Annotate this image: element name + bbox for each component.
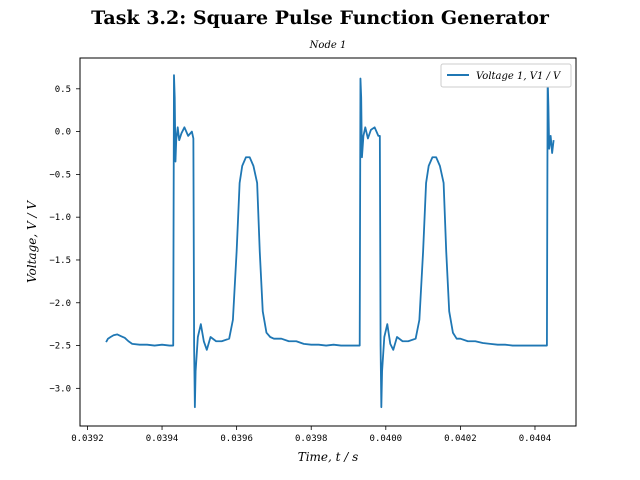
legend-box [440,63,572,88]
series-line-0 [105,74,555,409]
y-tick-label: −0.5 [49,170,71,180]
plot-area: 0.0392 0.0394 0.0396 0.0398 0.0400 0.0402 0.04… [49,57,577,444]
x-tick-label: 0.0394 [146,434,179,444]
y-axis-label: Voltage, V / V [25,200,39,283]
axes-frame [79,57,577,427]
x-tick-label: 0.0402 [444,434,477,444]
x-tick-label: 0.0404 [519,434,552,444]
y-axis-ticks: 0.5 0.0 −0.5 −1.0 −1.5 −2.0 −2.5 −3.0 [49,85,80,394]
legend: Voltage 1, V1 / V [440,63,572,88]
chart-subtitle: Node 1 [309,40,347,51]
y-tick-label: −1.0 [49,213,71,223]
x-axis-ticks: 0.0392 0.0394 0.0396 0.0398 0.0400 0.0402 0.04… [71,426,551,444]
y-tick-label: −1.5 [49,256,71,266]
y-tick-label: 0.5 [55,85,71,95]
y-tick-label: −3.0 [49,384,71,394]
y-tick-label: −2.0 [49,299,71,309]
legend-label: Voltage 1, V1 / V [476,71,562,82]
y-tick-label: −2.5 [49,342,71,352]
series-layer [105,74,555,409]
x-tick-label: 0.0400 [370,434,403,444]
x-tick-label: 0.0392 [71,434,104,444]
chart-title: Task 3.2: Square Pulse Function Generato… [91,7,550,29]
x-tick-label: 0.0396 [220,434,253,444]
x-tick-label: 0.0398 [295,434,328,444]
x-axis-label: Time, t / s [298,450,359,464]
y-tick-label: 0.0 [55,128,71,138]
